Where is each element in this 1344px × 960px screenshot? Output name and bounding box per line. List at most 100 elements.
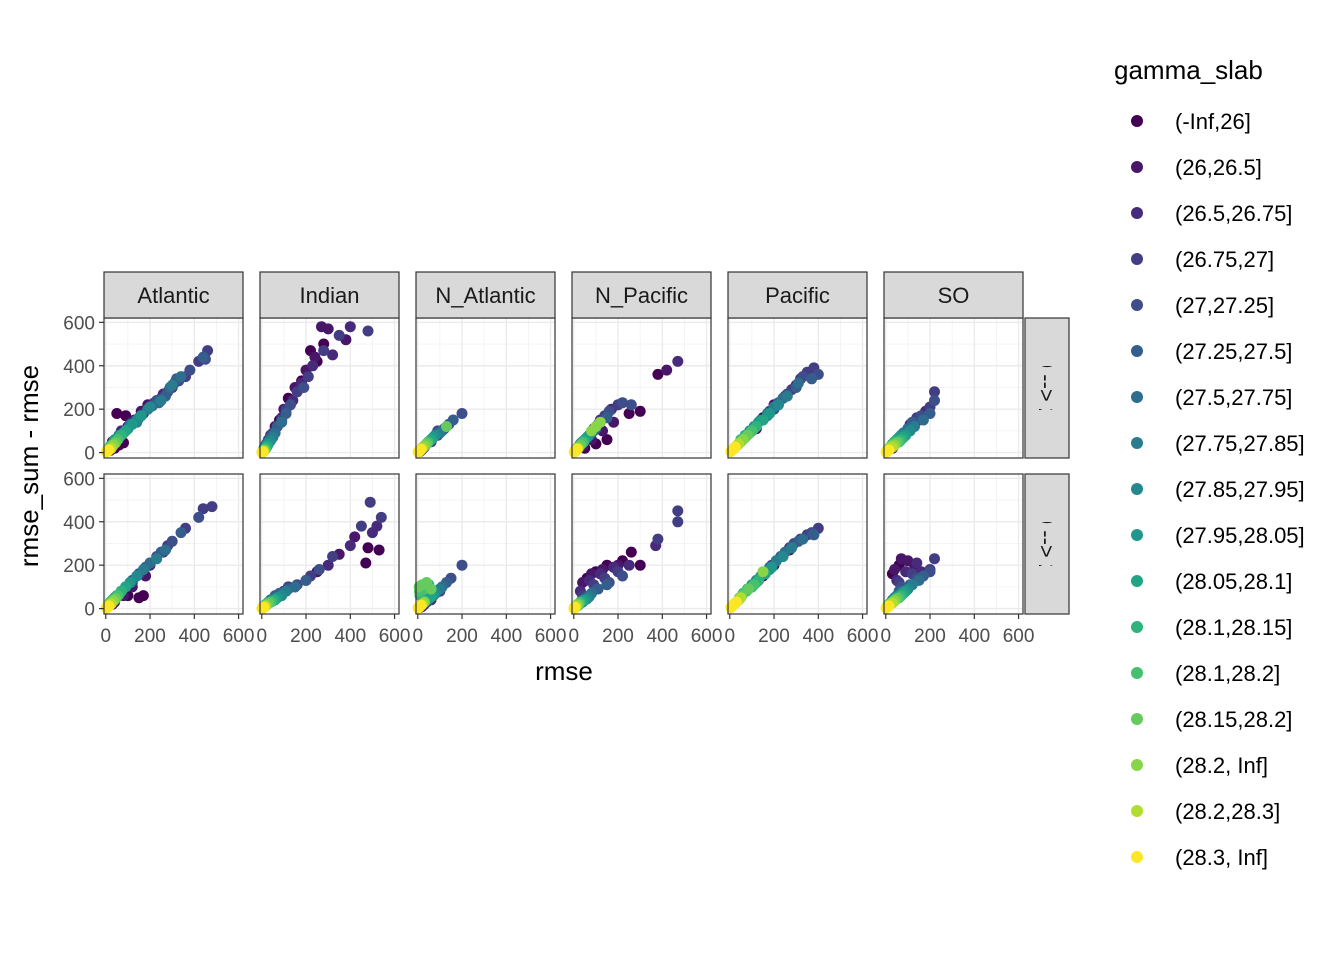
row-strip-1: 1999 --> 2000 [1024, 317, 1070, 459]
legend-key [1131, 759, 1143, 771]
legend-label: (28.1,28.15] [1175, 615, 1292, 640]
legend-key [1131, 667, 1143, 679]
data-point [349, 531, 361, 543]
strip-background [415, 271, 556, 319]
panel-border [571, 473, 712, 615]
x-tick-label: 400 [490, 626, 522, 647]
data-point [415, 599, 427, 611]
legend-item: (28.15,28.2] [1131, 707, 1292, 732]
strip-Indian: Indian [259, 271, 400, 319]
legend-key [1131, 621, 1143, 633]
x-axis: 0 200 400 600 0 200 400 600 0 200 400 600 0 200 400 600… [100, 614, 1034, 647]
data-point [625, 399, 637, 411]
row-strip-label: 2009 --> 2010 [1034, 475, 1059, 613]
data-point [929, 395, 940, 406]
panel-background [260, 318, 399, 458]
data-point [623, 408, 635, 419]
data-point [289, 581, 301, 593]
data-point [917, 414, 929, 426]
x-tick-label: 0 [256, 626, 267, 647]
legend-item: (-Inf,26] [1131, 109, 1251, 134]
facet-panels [100, 317, 1024, 615]
data-point [327, 349, 339, 361]
data-point [175, 527, 187, 539]
data-point [806, 373, 818, 385]
y-tick-label: 200 [63, 556, 95, 577]
data-point [808, 529, 820, 541]
legend-label: (27,27.25] [1175, 293, 1274, 318]
points-Pacific-row-1 [725, 362, 824, 457]
data-point [258, 601, 270, 613]
data-point [883, 600, 895, 612]
data-point [652, 533, 664, 545]
strip-background [571, 271, 712, 319]
legend-item: (27.85,27.95] [1131, 477, 1305, 502]
panel-N_Atlantic-row-2 [416, 474, 555, 614]
x-tick-label: 600 [223, 626, 255, 647]
x-tick-label: 400 [334, 626, 366, 647]
legend-key [1131, 391, 1143, 403]
y-tick-label: 400 [63, 357, 95, 378]
data-point [889, 564, 901, 575]
data-point [797, 533, 809, 545]
strip-background [259, 271, 400, 319]
data-point [757, 566, 769, 578]
data-point [309, 351, 321, 363]
panel-border [415, 473, 556, 615]
data-point [166, 535, 178, 547]
points-N_Atlantic-row-1 [412, 408, 468, 458]
points-N_Atlantic-row-2 [412, 559, 468, 614]
legend-key [1131, 207, 1143, 219]
strip-label: Indian [300, 283, 360, 308]
y-axis: 0 200 400 600 0 200 400 600 [63, 313, 104, 621]
legend-item: (28.1,28.2] [1131, 661, 1280, 686]
data-point [625, 546, 637, 558]
legend-label: (27.25,27.5] [1175, 339, 1292, 364]
legend-item: (26.75,27] [1131, 247, 1274, 272]
legend-title: gamma_slab [1114, 55, 1263, 85]
x-tick-label: 400 [802, 626, 834, 647]
y-tick-label: 0 [84, 600, 95, 621]
points-Atlantic-row-2 [100, 501, 218, 614]
data-point [276, 416, 288, 428]
legend-item: (26,26.5] [1131, 155, 1262, 180]
legend-key [1131, 253, 1143, 265]
data-point [155, 395, 167, 406]
data-point [601, 579, 613, 591]
data-point [786, 542, 798, 554]
data-point [672, 505, 684, 517]
data-point [135, 410, 147, 422]
panel-border [727, 473, 868, 615]
data-point [160, 544, 171, 556]
x-axis-title: rmse [535, 656, 593, 686]
data-point [111, 408, 123, 419]
y-tick-label: 400 [63, 513, 95, 534]
data-point [144, 401, 156, 413]
data-point [313, 564, 325, 575]
data-point [425, 583, 437, 595]
strip-N_Atlantic: N_Atlantic [415, 271, 556, 319]
data-point [175, 371, 187, 383]
column-strips: Atlantic Indian N_Atlantic N_Pacific Pacific… [103, 271, 1024, 319]
strip-SO: SO [883, 271, 1024, 319]
data-point [672, 516, 684, 528]
data-point [285, 399, 296, 411]
x-tick-label: 200 [602, 626, 634, 647]
data-point [197, 503, 209, 515]
legend-item: (27.95,28.05] [1131, 523, 1305, 548]
data-point [415, 443, 427, 455]
data-point [362, 325, 374, 337]
data-point [792, 377, 804, 389]
data-point [730, 596, 742, 608]
data-point [206, 501, 218, 513]
legend-key [1131, 713, 1143, 725]
data-point [569, 602, 581, 613]
data-point [360, 557, 372, 569]
legend-item: (28.3, Inf] [1131, 845, 1268, 870]
strip-label: Atlantic [137, 283, 209, 308]
data-point [103, 600, 115, 612]
legend-item: (27.25,27.5] [1131, 339, 1292, 364]
data-point [166, 379, 178, 391]
legend-label: (27.5,27.75] [1175, 385, 1292, 410]
x-tick-label: 400 [958, 626, 990, 647]
